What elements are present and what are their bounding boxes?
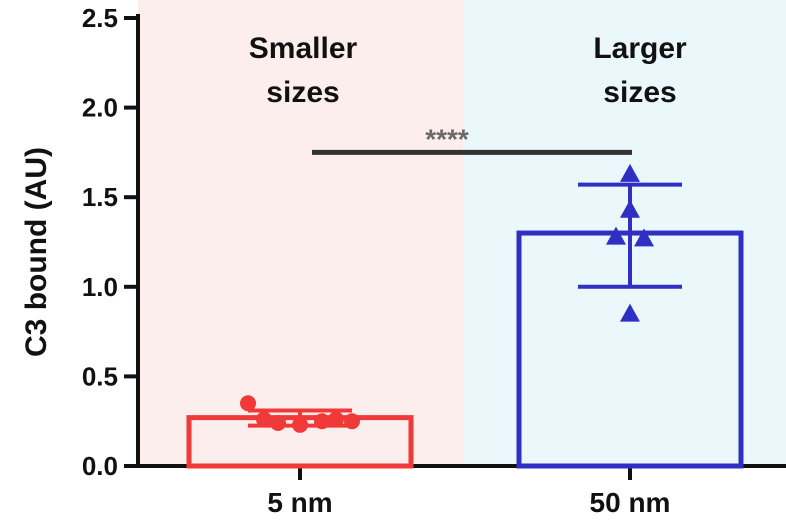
data-point [634,228,654,247]
region-label-larger-line2: sizes [603,76,676,109]
y-tick-label: 2.0 [82,93,118,123]
y-tick-label: 0.0 [82,451,118,481]
data-point [240,395,256,412]
data-point [292,416,308,433]
data-point [256,411,272,428]
region-label-smaller-line2: sizes [266,76,339,109]
data-point [328,411,344,428]
data-point [270,414,286,431]
y-tick-label: 1.0 [82,272,118,302]
data-point [606,226,626,245]
data-point [344,413,360,430]
x-category-label: 50 nm [590,487,671,518]
region-label-larger-line1: Larger [593,32,687,65]
plot-area: 0.0 0.5 1.0 1.5 2.0 2.5 5 nm 50 nm [82,3,786,518]
y-tick-label: 2.5 [82,3,118,33]
significance-label: **** [425,123,469,154]
data-point [620,303,640,322]
region-label-smaller-line1: Smaller [249,32,358,65]
data-point [620,199,640,218]
y-axis-label: C3 bound (AU) [20,147,53,357]
y-tick-label: 0.5 [82,361,118,391]
x-category-label: 5 nm [267,487,332,518]
y-tick-label: 1.5 [82,182,118,212]
region-smaller-sizes [138,0,463,466]
data-point [620,163,640,182]
data-point [314,413,330,430]
